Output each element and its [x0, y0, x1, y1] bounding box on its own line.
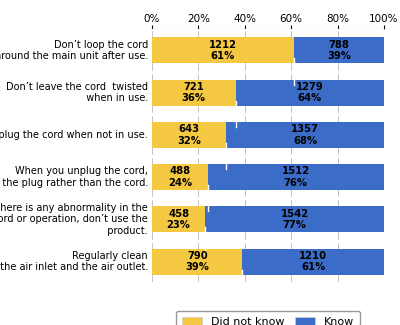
Bar	[152, 122, 226, 148]
Bar	[152, 206, 205, 232]
Bar	[242, 249, 384, 275]
Text: 788
39%: 788 39%	[327, 40, 351, 61]
Text: When you unplug the cord,
  hold the plug rather than the cord.: When you unplug the cord, hold the plug …	[0, 166, 148, 188]
Text: Unplug the cord when not in use.: Unplug the cord when not in use.	[0, 130, 148, 140]
Text: 1512
76%: 1512 76%	[282, 166, 310, 188]
Bar	[294, 37, 384, 63]
Bar	[236, 80, 384, 106]
Text: Don’t leave the cord  twisted
  when in use.: Don’t leave the cord twisted when in use…	[6, 82, 148, 103]
Text: 1542
77%: 1542 77%	[281, 209, 309, 230]
Text: Don’t loop the cord
  around the main unit after use.: Don’t loop the cord around the main unit…	[0, 40, 148, 61]
Text: 1210
61%: 1210 61%	[299, 251, 327, 272]
Text: If there is any abnormality in the
  cord or operation, don’t use the
  product.: If there is any abnormality in the cord …	[0, 203, 148, 236]
Text: Regularly clean
  the air inlet and the air outlet.: Regularly clean the air inlet and the ai…	[0, 251, 148, 272]
Bar	[152, 249, 242, 275]
Bar	[152, 80, 236, 106]
Bar	[208, 164, 384, 190]
Bar	[205, 206, 384, 232]
Text: 721
36%: 721 36%	[182, 82, 206, 103]
Text: 1357
68%: 1357 68%	[291, 124, 319, 146]
Bar	[152, 37, 294, 63]
Text: 1212
61%: 1212 61%	[209, 40, 237, 61]
Text: 1279
64%: 1279 64%	[296, 82, 324, 103]
Text: 458
23%: 458 23%	[167, 209, 191, 230]
Text: 488
24%: 488 24%	[168, 166, 192, 188]
Bar	[226, 122, 384, 148]
Text: 643
32%: 643 32%	[177, 124, 201, 146]
Bar	[152, 164, 208, 190]
Text: 790
39%: 790 39%	[185, 251, 209, 272]
Legend: Did not know, Know: Did not know, Know	[176, 311, 360, 325]
